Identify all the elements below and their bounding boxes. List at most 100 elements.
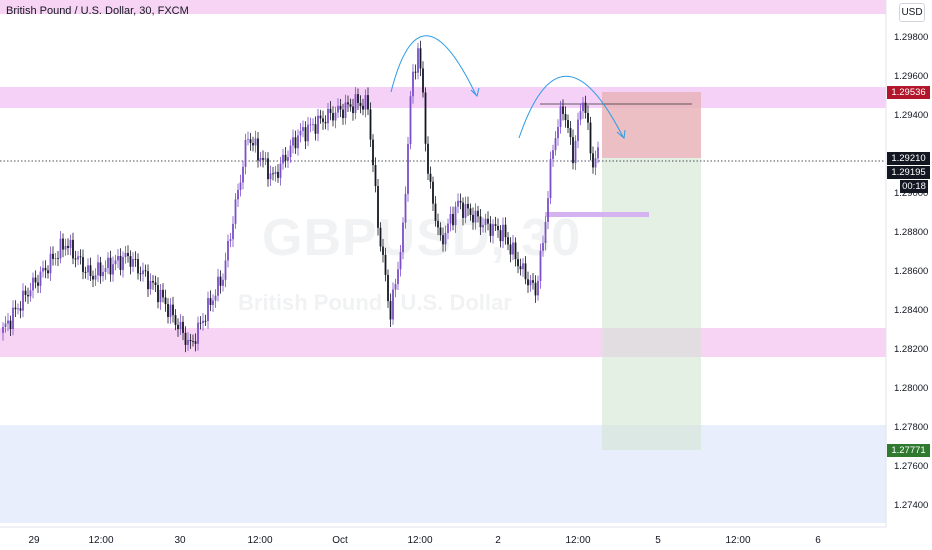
candle-body — [414, 71, 417, 73]
currency-button[interactable]: USD — [899, 3, 925, 22]
candle-body — [172, 304, 174, 316]
candle-body — [324, 122, 327, 124]
candle-body — [534, 282, 537, 296]
candle-body — [457, 200, 459, 207]
candle-body — [572, 137, 574, 164]
candle-body — [144, 270, 147, 272]
candle-body — [552, 150, 554, 160]
demand-zone — [0, 425, 886, 523]
candle-body — [247, 139, 249, 141]
arc-arrow-right — [518, 75, 624, 139]
candle-body — [14, 307, 17, 310]
candle-body — [122, 256, 124, 270]
candle-body — [29, 290, 32, 297]
candle-body — [567, 120, 569, 128]
time-tick-10: 6 — [815, 535, 821, 546]
candle-body — [522, 263, 524, 270]
candle-body — [402, 222, 404, 253]
candle-body — [464, 204, 467, 218]
candle-body — [54, 258, 57, 260]
candle-body — [2, 327, 4, 333]
candle-body — [592, 153, 594, 168]
candle-body — [12, 307, 14, 330]
candle-body — [492, 224, 494, 236]
candle-body — [47, 270, 49, 274]
candle-body — [472, 214, 474, 223]
last-price-tag: 1.29195 — [887, 166, 930, 179]
candle-body — [24, 290, 27, 295]
candle-body — [82, 257, 84, 273]
candle-body — [557, 126, 559, 139]
time-tick-2: 30 — [174, 535, 186, 546]
candle-body — [542, 242, 544, 251]
candle-body — [509, 244, 512, 255]
candle-body — [454, 206, 457, 226]
candle-body — [227, 240, 229, 261]
candle-body — [272, 173, 274, 175]
candle-body — [224, 260, 227, 280]
candle-body — [327, 108, 329, 124]
take-profit-box[interactable] — [602, 158, 701, 450]
candle-body — [187, 339, 189, 345]
candle-body — [582, 102, 584, 112]
time-tick-8: 5 — [655, 535, 661, 546]
candle-body — [72, 239, 74, 259]
candle-body — [97, 262, 99, 276]
watermark-name: British Pound / U.S. Dollar — [238, 290, 512, 315]
candle-body — [289, 145, 292, 158]
candle-body — [409, 96, 412, 145]
time-tick-1: 12:00 — [88, 535, 114, 546]
candle-body — [397, 269, 399, 285]
candle-body — [497, 225, 499, 231]
candle-body — [39, 271, 42, 286]
candle-body — [482, 225, 484, 228]
candle-body — [372, 139, 374, 166]
target-price-tag: 1.27771 — [887, 444, 930, 457]
candle-body — [549, 159, 552, 199]
candle-body — [229, 239, 232, 241]
price-tick-10: 1.27600 — [894, 461, 929, 472]
candle-body — [177, 324, 179, 330]
candle-body — [544, 221, 547, 243]
candle-body — [439, 227, 442, 236]
price-tick-4: 1.28800 — [894, 227, 929, 238]
arc-arrow-left — [390, 35, 477, 96]
support-zone — [0, 328, 886, 357]
candle-body — [194, 341, 197, 344]
candle-body — [32, 277, 34, 291]
candle-body — [279, 163, 282, 178]
stop-loss-box[interactable] — [602, 92, 701, 158]
candle-body — [74, 258, 77, 260]
candle-body — [19, 308, 22, 311]
candle-body — [477, 210, 479, 217]
candle-body — [362, 105, 364, 110]
candle-body — [597, 147, 599, 159]
candle-body — [462, 202, 464, 218]
candle-body — [294, 137, 297, 149]
candle-body — [517, 259, 519, 267]
arrowhead-right — [616, 129, 626, 139]
price-tick-9: 1.27800 — [894, 422, 929, 433]
candle-body — [184, 332, 187, 345]
candle-body — [369, 109, 372, 140]
candle-body — [27, 294, 29, 297]
candle-body — [149, 280, 152, 290]
candle-body — [524, 263, 527, 280]
candle-body — [307, 124, 309, 142]
candle-body — [574, 140, 577, 164]
candle-body — [114, 260, 117, 265]
candle-body — [207, 298, 209, 321]
candle-body — [589, 122, 592, 154]
candle-body — [134, 259, 137, 260]
candle-body — [257, 138, 259, 161]
price-tick-1: 1.29600 — [894, 71, 929, 82]
candle-body — [282, 154, 284, 164]
candle-body — [222, 279, 224, 286]
candle-body — [234, 199, 237, 224]
candle-body — [202, 320, 204, 324]
candle-body — [192, 341, 194, 342]
candle-body — [502, 224, 504, 242]
candle-body — [277, 171, 279, 178]
time-tick-5: 12:00 — [407, 535, 433, 546]
